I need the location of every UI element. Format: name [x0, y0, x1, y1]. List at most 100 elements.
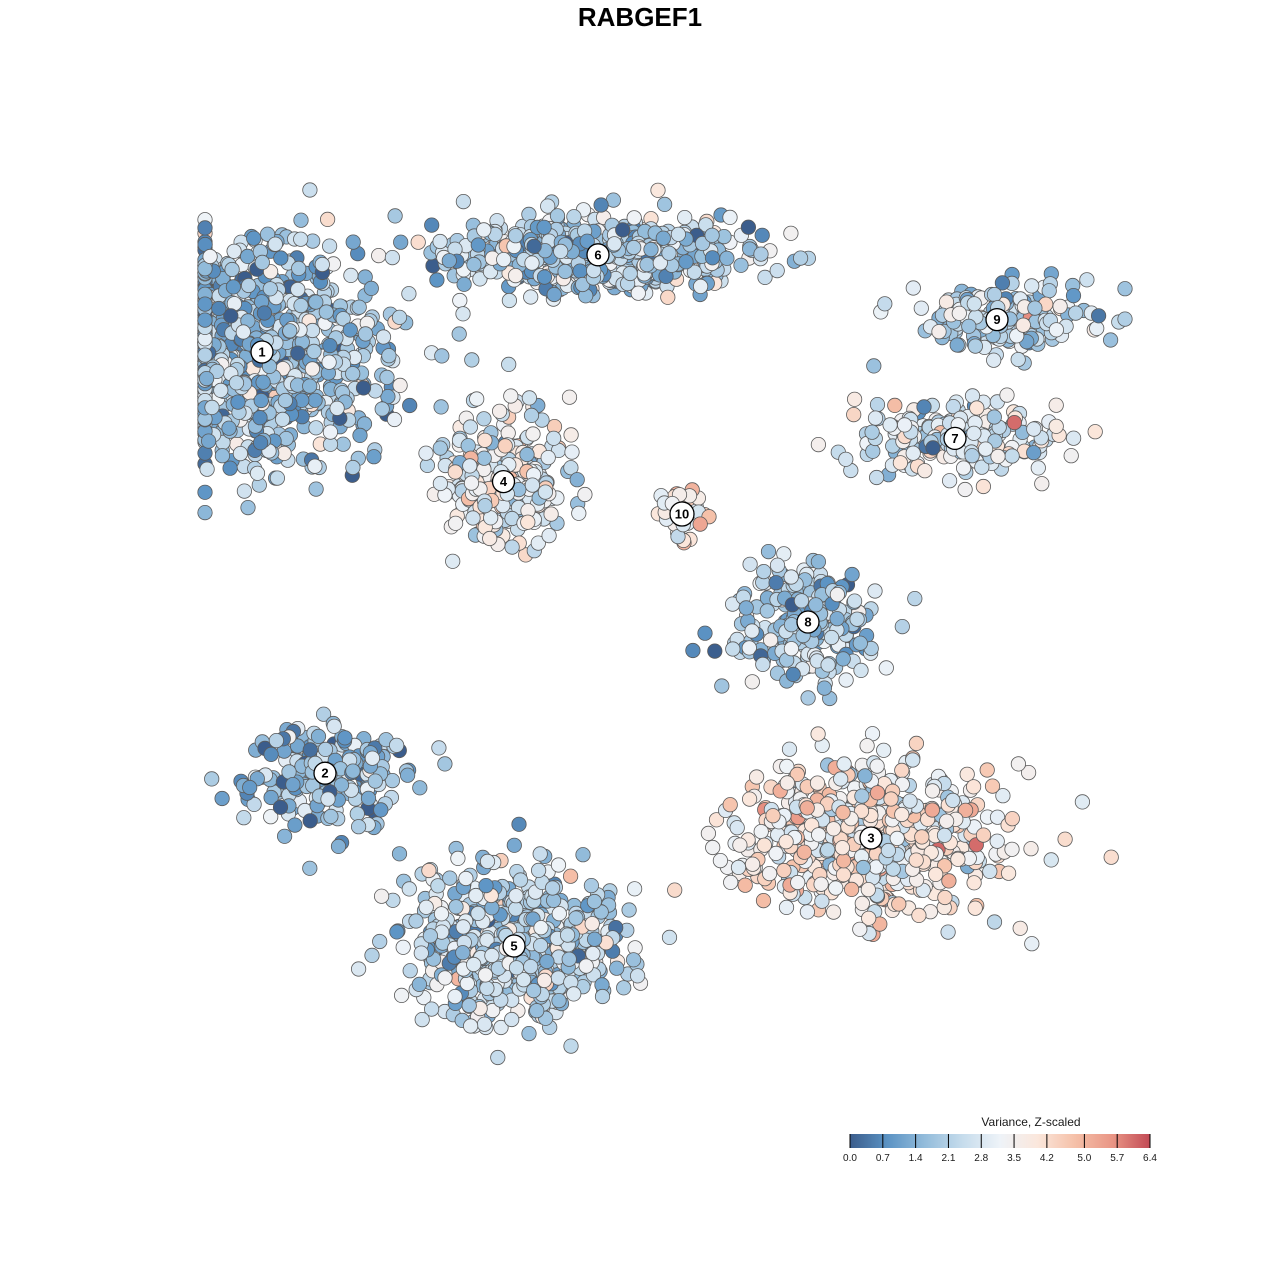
cell-point	[307, 458, 323, 474]
cell-point	[524, 477, 541, 493]
cell-point	[843, 881, 860, 898]
cell-point	[1074, 794, 1091, 810]
cell-point	[741, 791, 758, 807]
cell-point	[1026, 421, 1042, 437]
cell-point	[209, 363, 225, 379]
cell-point	[810, 554, 827, 570]
cell-point	[722, 209, 738, 225]
cell-point	[263, 789, 279, 806]
cell-point	[424, 217, 440, 233]
cell-point	[274, 411, 291, 427]
cell-point	[1006, 414, 1023, 431]
cell-point	[704, 227, 720, 243]
cell-point	[790, 874, 806, 891]
cell-point	[769, 262, 785, 279]
cluster-label-text: 9	[993, 312, 1000, 327]
cell-point	[1048, 418, 1064, 434]
cell-point	[855, 859, 871, 876]
cell-point	[965, 779, 982, 795]
cell-point	[846, 391, 863, 407]
cell-point	[891, 896, 907, 912]
cell-point	[1117, 281, 1133, 297]
cell-point	[360, 790, 377, 806]
cell-point	[447, 988, 463, 1005]
cell-point	[566, 209, 582, 225]
cell-point	[986, 352, 1002, 368]
cell-point	[304, 361, 320, 377]
cell-point	[268, 732, 284, 749]
cell-point	[281, 764, 297, 780]
cell-point	[877, 296, 893, 312]
cell-point	[685, 642, 701, 659]
cell-point	[949, 337, 965, 353]
cell-point	[894, 762, 910, 779]
cell-point	[511, 816, 527, 832]
cell-point	[222, 460, 238, 476]
cell-point	[866, 358, 882, 374]
cell-point	[330, 838, 347, 855]
cell-point	[381, 348, 397, 364]
cell-point	[823, 629, 840, 646]
cell-point	[520, 514, 536, 530]
cell-point	[783, 617, 800, 633]
cell-point	[733, 257, 749, 273]
cell-point	[828, 880, 844, 896]
cell-point	[508, 960, 525, 976]
cell-point	[290, 345, 306, 361]
cell-point	[379, 369, 395, 385]
cell-point	[242, 779, 258, 796]
cell-point	[512, 872, 529, 888]
cell-point	[629, 968, 646, 984]
cell-point	[523, 289, 539, 305]
cluster-label-text: 6	[594, 247, 601, 262]
cell-point	[577, 486, 593, 503]
cell-point	[402, 963, 418, 979]
cell-point	[660, 289, 676, 305]
cell-point	[852, 921, 868, 937]
cell-point	[497, 438, 513, 454]
cell-point	[768, 575, 784, 591]
cell-point	[810, 726, 826, 742]
cell-point	[854, 788, 870, 804]
cell-point	[536, 219, 552, 235]
colorbar-tick-label: 4.2	[1040, 1153, 1054, 1164]
cell-point	[197, 312, 213, 328]
cell-point	[432, 233, 448, 250]
cell-point	[639, 256, 655, 273]
cell-point	[421, 862, 437, 879]
cell-point	[814, 893, 830, 909]
cell-point	[705, 839, 721, 856]
cell-point	[267, 236, 283, 252]
cell-point	[835, 867, 852, 883]
cell-point	[740, 219, 757, 235]
cell-point	[401, 286, 417, 302]
cell-point	[197, 220, 213, 236]
cell-point	[462, 1018, 479, 1034]
cell-point	[532, 937, 549, 954]
cell-point	[413, 945, 429, 961]
cell-point	[490, 1049, 506, 1066]
cell-point	[707, 643, 723, 659]
cell-point	[541, 527, 557, 544]
cell-point	[835, 804, 851, 821]
cell-point	[762, 632, 779, 648]
cell-point	[290, 281, 306, 298]
cell-point	[809, 775, 826, 791]
cell-point	[765, 808, 781, 824]
cell-point	[455, 194, 471, 210]
cell-point	[240, 248, 256, 264]
cell-point	[204, 771, 220, 787]
cell-point	[779, 775, 795, 791]
cell-point	[793, 593, 810, 609]
cell-point	[783, 641, 800, 657]
cell-point	[1020, 764, 1037, 781]
cell-point	[418, 899, 434, 915]
cluster-label-text: 4	[500, 474, 508, 489]
cell-point	[860, 881, 876, 898]
cell-point	[667, 882, 683, 898]
cell-point	[778, 834, 794, 850]
colorbar-tick-label: 2.1	[941, 1153, 955, 1164]
cell-point	[302, 813, 318, 829]
cell-point	[355, 380, 372, 396]
cell-point	[345, 366, 361, 382]
